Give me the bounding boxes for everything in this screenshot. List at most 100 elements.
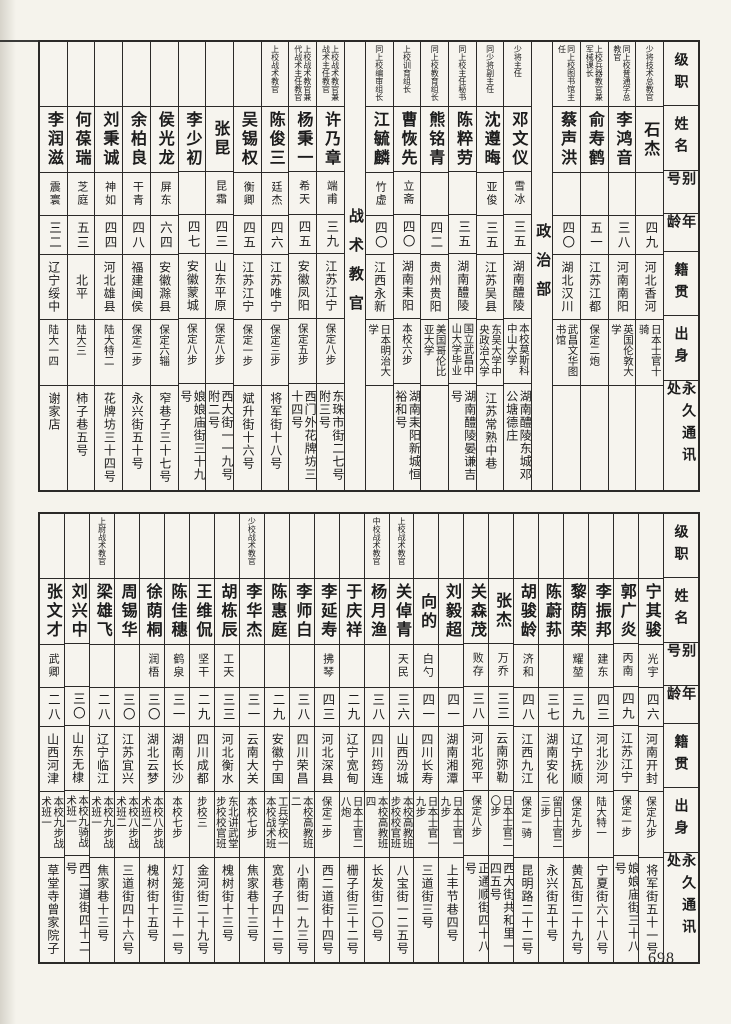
- alias-text: 润梧: [146, 653, 159, 679]
- rank-text: 同少将副主任: [485, 45, 495, 93]
- person-name: 石杰: [641, 120, 659, 159]
- field-label-address: 永久通讯处: [666, 381, 698, 470]
- person-name: 俞寿鹤: [585, 111, 603, 168]
- alias-cell: 败存: [464, 644, 489, 688]
- alias-cell: 昆霜: [206, 172, 233, 216]
- rank-cell: [414, 514, 439, 579]
- age-cell: 四三: [314, 688, 339, 727]
- alias-cell: 万乔: [489, 644, 514, 688]
- name-cell: 李润滋: [39, 107, 67, 173]
- rank-text: 少将技术总教官: [645, 45, 655, 101]
- alias-cell: 鹤泉: [164, 645, 189, 688]
- alias-text: 震寰: [48, 181, 61, 207]
- person-column: 中校战术教官 杨月渔 三八 四川筠连 本校高教班四 长发街二〇号: [364, 514, 390, 962]
- person-name: 陈粹劳: [453, 110, 471, 168]
- age-text: 二八: [95, 692, 110, 722]
- native-place-text: 江苏江宁: [323, 259, 338, 312]
- rank-cell: 上校战术教官兼代战术主任教官: [289, 42, 317, 107]
- field-label-background: 出身: [673, 798, 690, 843]
- background-text: 保定八步: [324, 322, 337, 365]
- native-place-cell: 江苏江宁: [614, 726, 639, 791]
- background-text: 陆大特二: [102, 324, 115, 366]
- age-cell: 三〇: [115, 688, 139, 727]
- rank-cell: [65, 514, 90, 579]
- age-text: 三八: [370, 692, 385, 722]
- background-text: 保定二炮: [588, 324, 601, 366]
- age-text: 四一: [445, 692, 460, 722]
- section-title-cell: 政治部: [532, 42, 552, 490]
- alias-cell: 坚干: [189, 645, 214, 688]
- person-column: 同上校教育组长 熊铭青 四二 贵州贵阳 美国哥伦比亚大学: [421, 42, 449, 490]
- address-text: 西二道街四十二号: [65, 862, 90, 954]
- alias-cell: [178, 172, 206, 216]
- rank-cell: [564, 514, 589, 579]
- person-column: 周锡华 三〇 江苏宜兴 本校八步战术班二 三道街四十六号: [115, 514, 140, 962]
- age-text: 四三: [213, 219, 228, 249]
- alias-cell: 立斋: [393, 172, 421, 216]
- address-text: 湖南耒阳新城恒裕和号: [393, 390, 421, 482]
- person-name: 熊铭青: [426, 111, 444, 168]
- person-name: 许乃章: [322, 110, 340, 168]
- native-place-cell: 湖南长沙: [164, 727, 189, 792]
- address-cell: 灯笼街三十一号: [165, 858, 189, 962]
- native-place-cell: 山东无棣: [65, 726, 90, 791]
- native-place-cell: 贵州贵阳: [421, 255, 448, 320]
- field-label-address-cell: 永久通讯处: [664, 853, 698, 962]
- person-name: 李少初: [183, 110, 201, 168]
- person-name: 陈蔚荪: [542, 583, 560, 640]
- address-text: 花牌坊三十四号: [102, 392, 117, 483]
- native-place-cell: 安徽蒙城: [178, 254, 206, 319]
- field-label-age-cell: 年龄: [664, 214, 698, 253]
- rank-cell: [95, 42, 123, 107]
- address-cell: 永兴街五十号: [123, 386, 150, 490]
- age-cell: 五三: [67, 216, 95, 255]
- name-cell: 胡骏龄: [514, 579, 539, 645]
- age-cell: 二八: [40, 688, 65, 727]
- name-cell: 陈蔚荪: [539, 579, 564, 645]
- field-label-native-cell: 籍贯: [664, 252, 698, 317]
- native-place-cell: 湖北汉川: [553, 255, 580, 320]
- age-text: 五三: [74, 220, 89, 250]
- person-column: 于庆祥 二九 辽宁宽甸 日本士官二八炮 栅子街三十二号: [339, 514, 365, 962]
- address-text: 娘娘庙街三十八号: [614, 862, 639, 954]
- alias-cell: 衡卿: [233, 173, 261, 216]
- age-cell: 五一: [580, 216, 608, 255]
- alias-cell: 干青: [123, 173, 150, 216]
- native-place-text: 湖南湘潭: [444, 733, 459, 785]
- address-cell: [636, 386, 663, 490]
- age-text: 四九: [643, 220, 658, 250]
- person-name: 何葆瑞: [72, 111, 90, 168]
- native-place-text: 四川筠连: [370, 733, 385, 785]
- background-cell: 本校高教班四: [364, 792, 389, 858]
- native-place-cell: 河南开封: [639, 727, 663, 792]
- name-cell: 熊铭青: [421, 107, 448, 173]
- address-cell: 草堂寺曾家院子: [40, 858, 64, 962]
- age-cell: 四六: [639, 688, 663, 727]
- alias-text: 干青: [131, 181, 144, 207]
- alias-cell: 济和: [514, 645, 539, 688]
- person-name: 李延寿: [318, 583, 336, 640]
- address-text: 西二道街十四号: [320, 864, 335, 955]
- alias-cell: 芝庭: [67, 173, 95, 216]
- rank-cell: 少将主任: [504, 42, 532, 107]
- background-cell: 本校高教班二: [289, 792, 314, 858]
- person-column: 向的 白勺 四一 四川长寿 日本士官一九步 三道街三号: [414, 514, 440, 962]
- name-cell: 陈惠庭: [264, 579, 289, 645]
- age-text: 四〇: [560, 220, 575, 250]
- age-text: 二九: [345, 692, 360, 722]
- rank-cell: 上校战术教官: [389, 514, 414, 579]
- background-text: 保定九步: [570, 796, 583, 838]
- native-place-text: 湖南醴陵: [511, 259, 526, 312]
- background-text: 保定九步: [645, 796, 658, 838]
- alias-cell: 光宇: [639, 645, 663, 688]
- background-cell: 本校九步战术班一: [40, 792, 65, 858]
- background-cell: 本校八步战术班二: [139, 792, 164, 858]
- rank-cell: [264, 514, 289, 579]
- alias-text: 白勺: [421, 653, 434, 679]
- background-text: 日本士官二〇步: [489, 794, 514, 848]
- person-name: 蔡声洪: [558, 111, 576, 168]
- person-name: 黎荫荣: [567, 583, 585, 640]
- age-cell: 三〇: [139, 688, 164, 727]
- address-text: 西大街一一九号附二号: [206, 390, 233, 482]
